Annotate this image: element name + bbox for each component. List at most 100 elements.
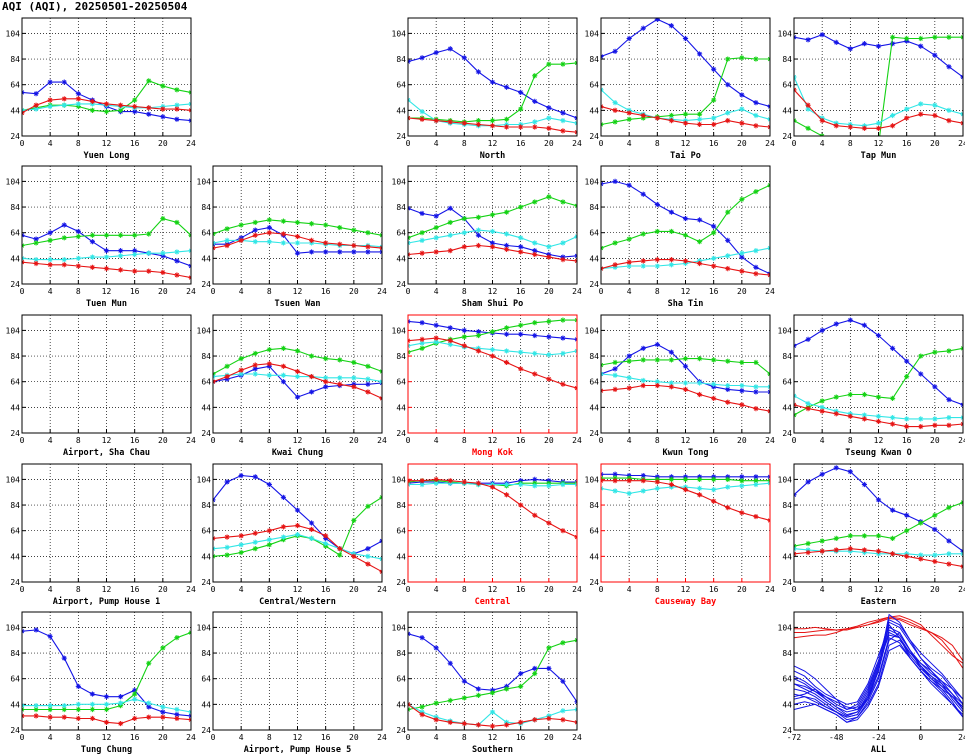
data-point-cyan bbox=[725, 253, 731, 259]
data-point-green bbox=[875, 533, 882, 539]
data-point-blue bbox=[753, 389, 759, 395]
data-point-red bbox=[365, 244, 371, 250]
data-point-green bbox=[280, 218, 287, 224]
data-point-green bbox=[33, 240, 39, 246]
data-point-cyan bbox=[252, 371, 258, 377]
data-point-red bbox=[682, 120, 689, 126]
x-tick-label: -48 bbox=[829, 733, 844, 742]
y-tick-label: 44 bbox=[782, 552, 792, 561]
data-point-cyan bbox=[89, 254, 96, 260]
y-tick-label: 44 bbox=[589, 106, 599, 115]
data-point-green bbox=[560, 317, 566, 323]
x-tick-label: 20 bbox=[544, 733, 554, 742]
data-point-cyan bbox=[75, 701, 81, 707]
data-point-red bbox=[117, 102, 124, 108]
panel-tai-po: 0 4 8 12 16 20 24 24 44 64 84 104 Tai Po bbox=[585, 17, 775, 161]
data-point-red bbox=[475, 121, 482, 128]
data-point-cyan bbox=[696, 380, 703, 386]
x-tick-label: 24 bbox=[377, 287, 387, 296]
data-point-red bbox=[918, 556, 924, 562]
data-point-cyan bbox=[238, 542, 244, 548]
x-tick-label: 4 bbox=[48, 585, 53, 594]
y-tick-label: 64 bbox=[10, 527, 20, 536]
data-point-blue bbox=[33, 91, 39, 97]
data-point-blue bbox=[489, 240, 496, 246]
data-point-red bbox=[419, 250, 425, 256]
data-point-cyan bbox=[224, 544, 230, 550]
data-point-blue bbox=[433, 213, 439, 219]
data-point-green bbox=[904, 528, 910, 534]
x-tick-label: 24 bbox=[765, 139, 775, 148]
data-point-red bbox=[89, 98, 96, 104]
series-line-blue bbox=[794, 618, 963, 711]
data-point-green bbox=[351, 517, 357, 524]
data-point-green bbox=[560, 61, 566, 67]
data-point-red bbox=[626, 110, 632, 116]
y-tick-label: 64 bbox=[10, 675, 20, 684]
x-tick-label: 12 bbox=[102, 585, 112, 594]
data-point-blue bbox=[626, 182, 632, 188]
data-point-cyan bbox=[174, 249, 180, 255]
y-tick-label: 104 bbox=[778, 475, 793, 484]
data-point-blue bbox=[532, 476, 538, 482]
data-point-red bbox=[932, 112, 938, 119]
x-tick-label: 8 bbox=[462, 733, 467, 742]
panel-tsuen-wan: 0 4 8 12 16 20 24 24 44 64 84 104 Tsuen Wan bbox=[197, 165, 387, 309]
x-tick-label: 0 bbox=[406, 733, 411, 742]
data-point-red bbox=[103, 719, 110, 725]
data-point-red bbox=[433, 118, 439, 124]
series-group bbox=[794, 32, 963, 136]
data-point-cyan bbox=[560, 118, 566, 124]
data-point-cyan bbox=[280, 240, 287, 246]
data-point-blue bbox=[323, 249, 329, 255]
data-point-blue bbox=[461, 327, 467, 333]
data-point-red bbox=[117, 267, 124, 273]
data-point-red bbox=[696, 260, 703, 267]
data-point-red bbox=[668, 384, 675, 390]
data-point-blue bbox=[503, 84, 510, 90]
data-point-blue bbox=[819, 32, 825, 38]
x-tick-label: 12 bbox=[681, 287, 691, 296]
data-point-red bbox=[654, 257, 660, 263]
data-point-red bbox=[461, 244, 467, 250]
data-point-green bbox=[146, 78, 152, 84]
x-tick-label: 8 bbox=[267, 733, 272, 742]
x-tick-label: 24 bbox=[377, 585, 387, 594]
data-point-red bbox=[61, 714, 67, 720]
data-point-red bbox=[238, 533, 244, 539]
data-point-green bbox=[847, 533, 853, 539]
y-tick-label: 84 bbox=[782, 501, 792, 510]
panel-title: Airport, Pump House 1 bbox=[53, 596, 160, 607]
x-tick-label: 12 bbox=[874, 585, 884, 594]
x-tick-label: 24 bbox=[958, 436, 965, 445]
data-point-red bbox=[252, 530, 258, 536]
plot-frame bbox=[407, 463, 578, 583]
data-point-green bbox=[889, 34, 896, 40]
x-tick-label: 16 bbox=[321, 733, 331, 742]
data-point-green bbox=[668, 228, 675, 235]
data-point-red bbox=[61, 262, 67, 268]
series-line-blue bbox=[794, 639, 963, 721]
data-point-red bbox=[640, 258, 646, 264]
y-tick-label: 64 bbox=[201, 378, 211, 387]
y-tick-label: 84 bbox=[589, 203, 599, 212]
data-point-red bbox=[889, 421, 896, 427]
data-point-cyan bbox=[654, 485, 660, 491]
panel-eastern: 0 4 8 12 16 20 24 24 44 64 84 104 Eastern bbox=[778, 463, 965, 607]
data-point-cyan bbox=[294, 240, 301, 246]
data-point-blue bbox=[266, 481, 272, 488]
y-tick-label: 84 bbox=[201, 649, 211, 658]
data-point-green bbox=[612, 240, 618, 246]
data-point-blue bbox=[160, 114, 166, 120]
x-tick-label: 4 bbox=[434, 585, 439, 594]
data-point-red bbox=[560, 257, 566, 263]
data-point-blue bbox=[447, 325, 453, 331]
data-point-red bbox=[518, 719, 524, 725]
y-tick-label: 64 bbox=[201, 675, 211, 684]
x-tick-label: 12 bbox=[681, 139, 691, 148]
data-point-green bbox=[532, 670, 538, 677]
x-tick-label: 12 bbox=[488, 585, 498, 594]
x-tick-label: 20 bbox=[158, 436, 168, 445]
x-tick-label: 8 bbox=[848, 436, 853, 445]
data-point-cyan bbox=[654, 379, 660, 385]
